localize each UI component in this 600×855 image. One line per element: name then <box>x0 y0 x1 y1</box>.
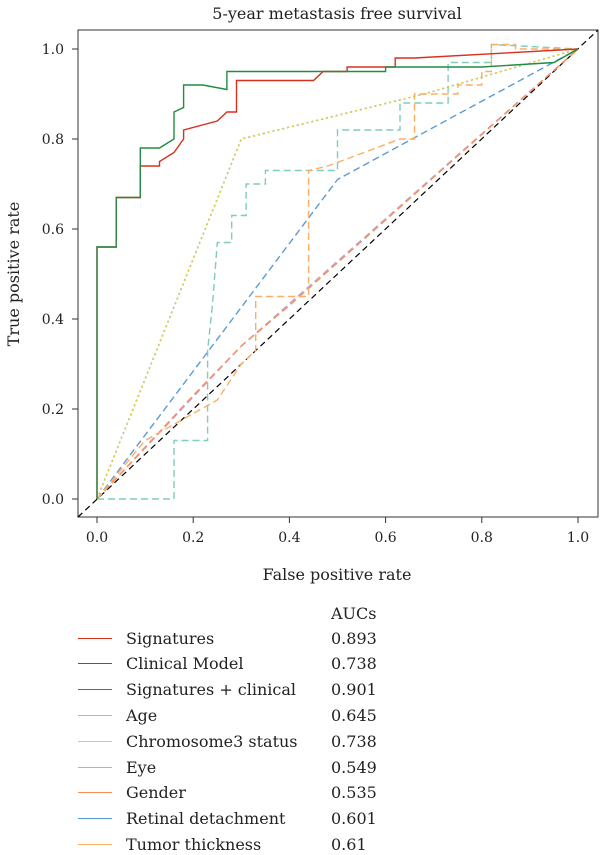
x-tick-label: 0.2 <box>182 530 204 546</box>
legend-swatch <box>78 766 112 768</box>
legend-auc-value: 0.738 <box>331 731 377 751</box>
x-tick-label: 1.0 <box>567 530 589 546</box>
x-tick-label: 0.8 <box>471 530 493 546</box>
legend-label: Signatures + clinical <box>126 680 297 700</box>
y-tick-label: 1.0 <box>42 42 64 58</box>
x-tick-label: 0.6 <box>374 530 396 546</box>
series-line-tumor-thickness <box>96 43 578 500</box>
legend-auc-value: 0.901 <box>331 680 377 700</box>
chart-title: 5-year metastasis free survival <box>212 4 461 23</box>
legend-auc-value: 0.549 <box>331 757 377 777</box>
y-axis-label: True positive rate <box>4 202 23 347</box>
x-axis-ticks: 0.0 0.2 0.4 0.6 0.8 1.0 <box>86 517 589 546</box>
roc-chart: 5-year metastasis free survival 0.0 0.2 0.… <box>4 4 599 584</box>
legend-auc-value: 0.738 <box>331 654 377 674</box>
legend-swatch <box>78 740 112 742</box>
series-line-age <box>97 43 579 500</box>
legend-auc-value: 0.893 <box>331 628 377 648</box>
legend-item: Clinical Model 0.738 <box>78 653 377 675</box>
legend-swatch <box>78 818 112 820</box>
legend-item: Signatures 0.893 <box>78 627 377 649</box>
y-tick-label: 0.0 <box>42 492 64 508</box>
legend-item: Chromosome3 status 0.738 <box>78 730 377 752</box>
plot-frame <box>77 29 599 518</box>
legend-auc-value: 0.601 <box>331 809 377 829</box>
legend-label: Eye <box>126 757 157 777</box>
legend-item: Signatures + clinical 0.901 <box>78 679 377 701</box>
legend-swatch <box>78 792 112 794</box>
legend-swatch <box>78 714 112 716</box>
x-axis-label: False positive rate <box>263 565 412 584</box>
legend-item: Eye 0.549 <box>78 756 377 778</box>
legend-label: Clinical Model <box>126 654 244 674</box>
legend-label: Age <box>126 705 158 725</box>
series-line-retinal-detachment <box>96 48 579 500</box>
x-tick-label: 0.4 <box>278 530 300 546</box>
legend-auc-value: 0.645 <box>331 705 377 725</box>
legend-item: Tumor thickness 0.61 <box>78 833 367 855</box>
legend-auc-value: 0.61 <box>331 834 367 854</box>
legend-swatch <box>78 689 112 691</box>
y-tick-label: 0.2 <box>42 402 64 418</box>
legend-item: Gender 0.535 <box>78 782 377 804</box>
x-tick-label: 0.0 <box>86 530 108 546</box>
series-line-gender <box>96 48 579 500</box>
legend-item: Retinal detachment 0.601 <box>78 808 377 830</box>
series-layer <box>96 43 579 500</box>
legend-header: AUCs <box>331 604 377 623</box>
legend-label: Tumor thickness <box>126 834 262 854</box>
legend-swatch <box>78 843 112 845</box>
legend-auc-value: 0.535 <box>331 783 377 803</box>
legend-label: Signatures <box>126 628 215 648</box>
legend-label: Chromosome3 status <box>126 731 298 751</box>
y-axis-ticks: 0.0 0.2 0.4 0.6 0.8 1.0 <box>42 42 78 508</box>
legend-item: Age 0.645 <box>78 704 377 726</box>
legend-label: Retinal detachment <box>126 809 286 829</box>
legend-swatch <box>78 637 112 639</box>
y-tick-label: 0.8 <box>42 132 64 148</box>
legend-label: Gender <box>126 783 186 803</box>
series-line-signatures-clinical <box>96 48 579 499</box>
series-line-chromosome3-status <box>96 48 579 500</box>
diagonal-reference-line <box>77 29 599 518</box>
y-tick-label: 0.6 <box>42 222 64 238</box>
legend-swatch <box>78 663 112 665</box>
y-tick-label: 0.4 <box>42 312 64 328</box>
